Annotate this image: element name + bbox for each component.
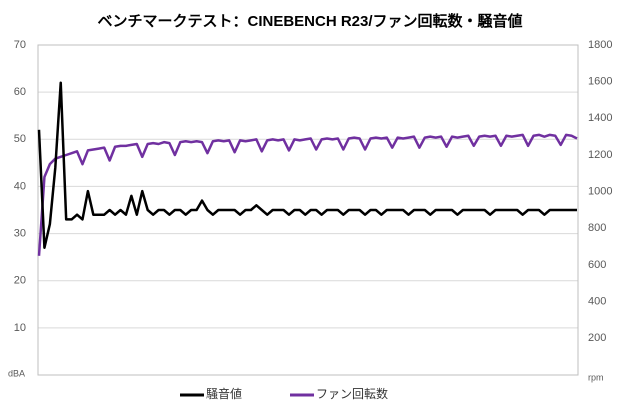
y-tick-label: 60 (14, 86, 26, 98)
series-line (37, 81, 577, 249)
y-tick-label: 20 (14, 275, 26, 287)
y-tick-label: 70 (14, 39, 26, 51)
y2-tick-label: 1200 (588, 149, 612, 161)
y2-axis-label: rpm (588, 372, 604, 382)
legend-label: ファン回転数 (316, 386, 388, 401)
y2-tick-label: 200 (588, 332, 606, 344)
y2-tick-label: 1400 (588, 112, 612, 124)
y-tick-label: 40 (14, 180, 26, 192)
y2-tick-label: 600 (588, 259, 606, 271)
y-axis-label: dBA (8, 368, 25, 378)
y2-tick-label: 400 (588, 296, 606, 308)
y2-tick-label: 800 (588, 222, 606, 234)
y-tick-label: 30 (14, 227, 26, 239)
y2-tick-label: 1600 (588, 76, 612, 88)
y-tick-label: 50 (14, 133, 26, 145)
series-line (37, 133, 578, 256)
y2-tick-label: 1800 (588, 39, 612, 51)
y-tick-label: 10 (14, 322, 26, 334)
y2-tick-label: 1000 (588, 186, 612, 198)
chart-title: ベンチマークテスト：CINEBENCH R23/ファン回転数・騒音値 (97, 12, 522, 30)
plot-border (37, 44, 579, 376)
legend-label: 騒音値 (206, 386, 242, 401)
